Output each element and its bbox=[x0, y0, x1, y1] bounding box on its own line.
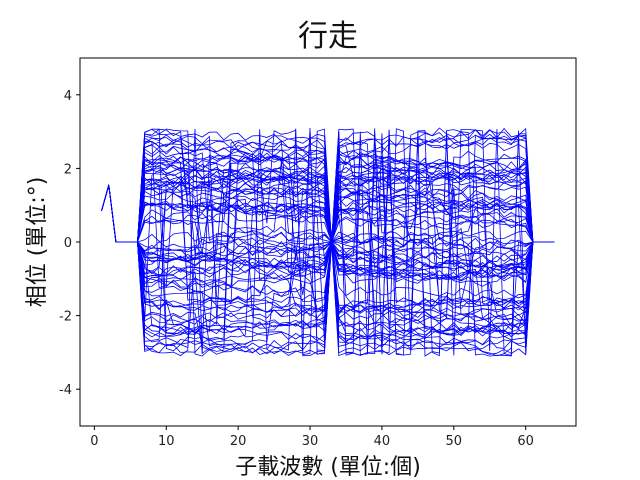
phase-series-line bbox=[101, 171, 555, 243]
x-tick-label: 30 bbox=[302, 434, 319, 449]
phase-series-line bbox=[101, 184, 555, 257]
x-tick-label: 10 bbox=[158, 434, 175, 449]
y-tick-label: 2 bbox=[64, 162, 72, 177]
phase-series-line bbox=[101, 155, 555, 345]
phase-series-line bbox=[101, 146, 555, 273]
phase-series-line bbox=[101, 184, 555, 278]
plot-lines bbox=[101, 127, 555, 357]
phase-series-line bbox=[101, 155, 555, 280]
x-tick-label: 20 bbox=[230, 434, 247, 449]
phase-series-line bbox=[101, 134, 555, 243]
y-axis: -4 -2 0 2 4 bbox=[59, 89, 80, 398]
phase-series-line bbox=[101, 155, 555, 334]
phase-series-line bbox=[101, 131, 555, 245]
y-tick-label: -4 bbox=[59, 383, 72, 398]
phase-series-line bbox=[101, 128, 555, 357]
chart-title: 行走 bbox=[298, 19, 358, 54]
x-axis: 0 10 20 30 40 50 60 bbox=[90, 426, 534, 449]
y-tick-label: 4 bbox=[64, 89, 72, 104]
x-tick-label: 60 bbox=[517, 434, 534, 449]
y-axis-title: 相位 (單位:°) bbox=[25, 177, 50, 308]
phase-series-line bbox=[101, 127, 555, 243]
x-axis-title: 子載波數 (單位:個) bbox=[235, 455, 421, 480]
phase-series-line bbox=[101, 184, 555, 299]
phase-series-line bbox=[101, 184, 555, 322]
phase-series-line bbox=[101, 184, 555, 332]
phase-series-line bbox=[101, 137, 555, 269]
x-tick-label: 50 bbox=[446, 434, 463, 449]
y-tick-label: -2 bbox=[59, 310, 72, 325]
y-tick-label: 0 bbox=[64, 236, 72, 251]
phase-series-line bbox=[101, 138, 555, 314]
x-tick-label: 40 bbox=[374, 434, 391, 449]
phase-series-line bbox=[101, 184, 555, 275]
phase-series-line bbox=[101, 150, 555, 319]
phase-series-line bbox=[101, 184, 555, 271]
phase-series-line bbox=[101, 169, 555, 335]
phase-series-line bbox=[101, 134, 555, 334]
x-tick-label: 0 bbox=[90, 434, 98, 449]
